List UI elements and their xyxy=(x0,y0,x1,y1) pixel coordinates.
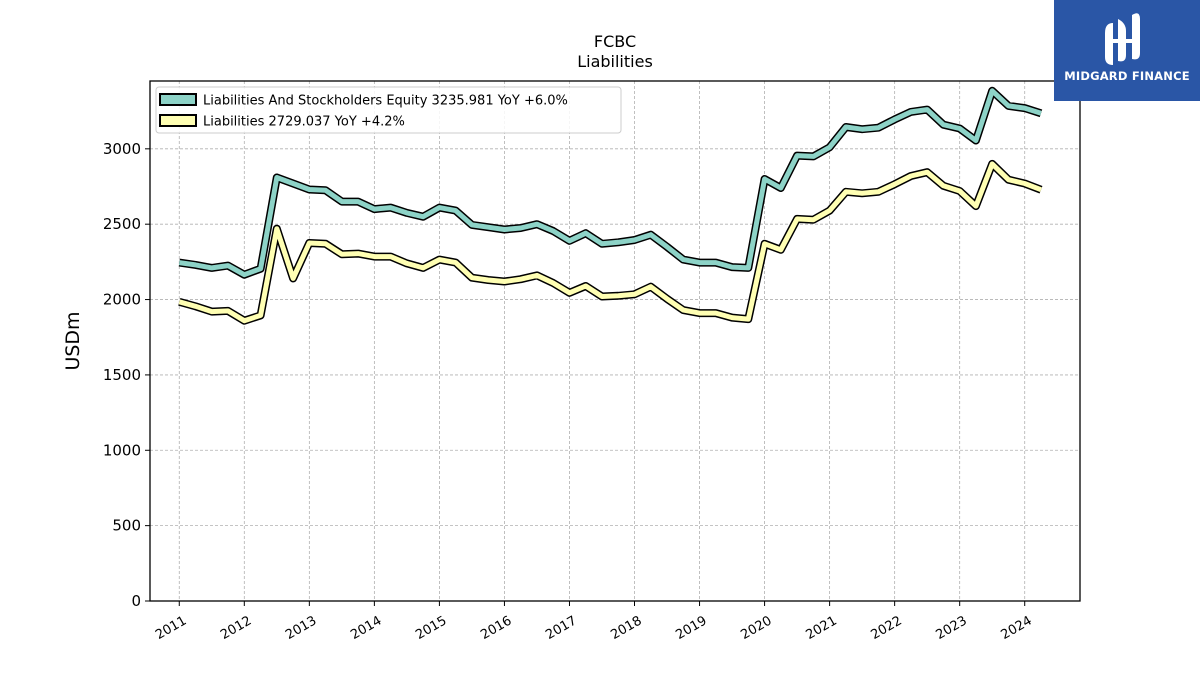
x-tick-label: 2016 xyxy=(478,613,514,643)
x-tick-label: 2021 xyxy=(803,613,839,643)
y-axis-label: USDm xyxy=(62,311,84,370)
plot-frame xyxy=(149,80,1081,602)
y-tick-label: 3000 xyxy=(103,140,141,158)
x-tick-label: 2024 xyxy=(999,613,1035,643)
series-layer xyxy=(178,86,1043,325)
grid xyxy=(150,81,1080,602)
x-tick-label: 2013 xyxy=(283,613,319,643)
x-tick-label: 2022 xyxy=(868,613,904,643)
y-tick-label: 2000 xyxy=(103,291,141,309)
x-tick-label: 2019 xyxy=(673,613,709,643)
y-axis: 0 500 1000 1500 2000 2500 3000 xyxy=(103,140,150,610)
legend-label-equity: Liabilities And Stockholders Equity 3235… xyxy=(203,94,568,109)
y-tick-label: 1000 xyxy=(103,441,141,459)
chart-subtitle: Liabilities xyxy=(577,52,653,71)
x-tick-label: 2023 xyxy=(934,613,970,643)
legend-box xyxy=(155,86,622,134)
y-tick-label: 500 xyxy=(112,517,141,535)
legend-swatch-equity xyxy=(159,93,197,106)
x-tick-label: 2011 xyxy=(153,613,189,643)
chart-title: FCBC xyxy=(594,32,636,51)
legend: Liabilities And Stockholders Equity 3235… xyxy=(155,86,622,134)
series-line xyxy=(178,161,1042,324)
y-tick-label: 1500 xyxy=(103,366,141,384)
x-tick-label: 2018 xyxy=(608,613,644,643)
y-tick-label: 0 xyxy=(131,592,141,610)
x-tick-label: 2020 xyxy=(738,613,774,643)
y-tick-label: 2500 xyxy=(103,215,141,233)
x-tick-label: 2012 xyxy=(218,613,254,643)
x-tick-label: 2015 xyxy=(413,613,449,643)
legend-label-liabilities: Liabilities 2729.037 YoY +4.2% xyxy=(203,115,405,130)
x-tick-label: 2014 xyxy=(348,613,384,643)
logo-icon xyxy=(1105,13,1140,65)
x-tick-label: 2017 xyxy=(543,613,579,643)
logo-text: MIDGARD FINANCE xyxy=(1064,69,1190,83)
brand-logo: MIDGARD FINANCE xyxy=(1054,0,1200,101)
series-line xyxy=(178,88,1042,278)
legend-swatch-liabilities xyxy=(159,114,197,127)
x-axis: 2011 2012 2013 2014 2015 2016 2017 2018 2019 2020… xyxy=(153,601,1035,643)
